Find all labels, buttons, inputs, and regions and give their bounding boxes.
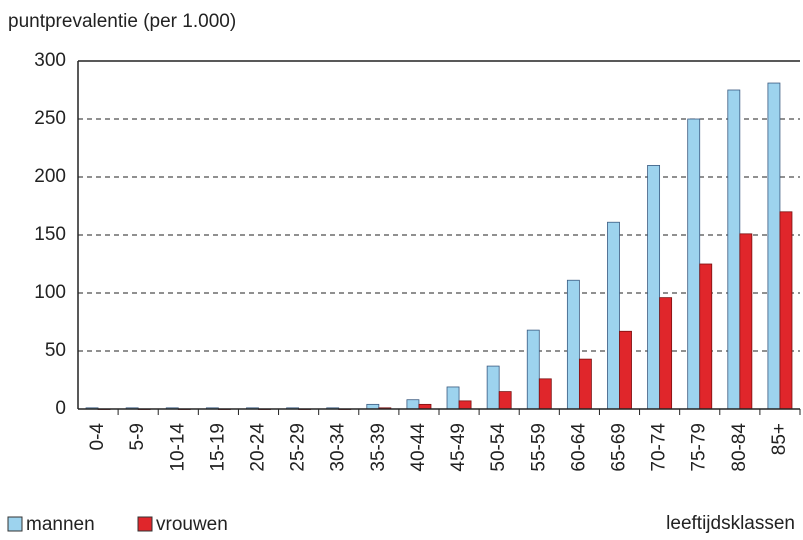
bar — [699, 263, 713, 410]
x-tick-label: 35-39 — [368, 423, 389, 472]
bar — [607, 221, 620, 410]
bar — [687, 118, 701, 410]
bar — [406, 399, 420, 410]
x-tick-label: 0-4 — [87, 423, 108, 451]
bar — [659, 297, 673, 410]
bar — [538, 378, 552, 410]
x-tick-label: 80-84 — [729, 423, 750, 472]
x-axis-title: leeftijdsklassen — [666, 513, 795, 534]
x-tick-label: 20-24 — [248, 423, 269, 472]
y-axis-title: puntprevalentie (per 1.000) — [8, 11, 236, 32]
x-tick-label: 65-69 — [609, 423, 630, 472]
bar — [566, 279, 580, 410]
y-tick-label: 50 — [45, 340, 66, 361]
y-tick-label: 200 — [34, 166, 66, 187]
x-tick-label: 50-54 — [488, 423, 509, 472]
bar — [619, 330, 632, 410]
legend-label: vrouwen — [156, 514, 228, 535]
bar — [458, 400, 472, 410]
y-tick-label: 100 — [34, 282, 66, 303]
bar — [486, 365, 500, 410]
y-tick-label: 150 — [34, 224, 66, 245]
legend-label: mannen — [26, 514, 95, 535]
bar — [739, 233, 753, 410]
bar — [727, 89, 741, 410]
x-tick-label: 55-59 — [528, 423, 549, 472]
bar — [578, 358, 592, 410]
bar — [779, 211, 793, 410]
legend-swatch — [137, 516, 153, 532]
x-tick-label: 25-29 — [288, 423, 309, 472]
y-tick-label: 0 — [55, 398, 66, 419]
y-tick-label: 300 — [34, 50, 66, 71]
x-tick-label: 85+ — [769, 423, 790, 455]
bar — [647, 164, 661, 410]
bar — [446, 386, 460, 410]
x-tick-label: 75-79 — [689, 423, 710, 472]
bar — [767, 82, 781, 410]
x-tick-label: 45-49 — [448, 423, 469, 472]
x-tick-label: 40-44 — [408, 423, 429, 472]
bar — [526, 329, 540, 410]
x-tick-label: 15-19 — [207, 423, 228, 472]
legend-swatch — [7, 516, 23, 532]
x-tick-label: 5-9 — [127, 423, 148, 450]
x-tick-label: 30-34 — [328, 423, 349, 472]
x-tick-label: 10-14 — [167, 423, 188, 472]
y-tick-label: 250 — [34, 108, 66, 129]
x-tick-label: 70-74 — [649, 423, 670, 472]
bar — [498, 391, 512, 410]
x-tick-label: 60-64 — [568, 423, 589, 472]
